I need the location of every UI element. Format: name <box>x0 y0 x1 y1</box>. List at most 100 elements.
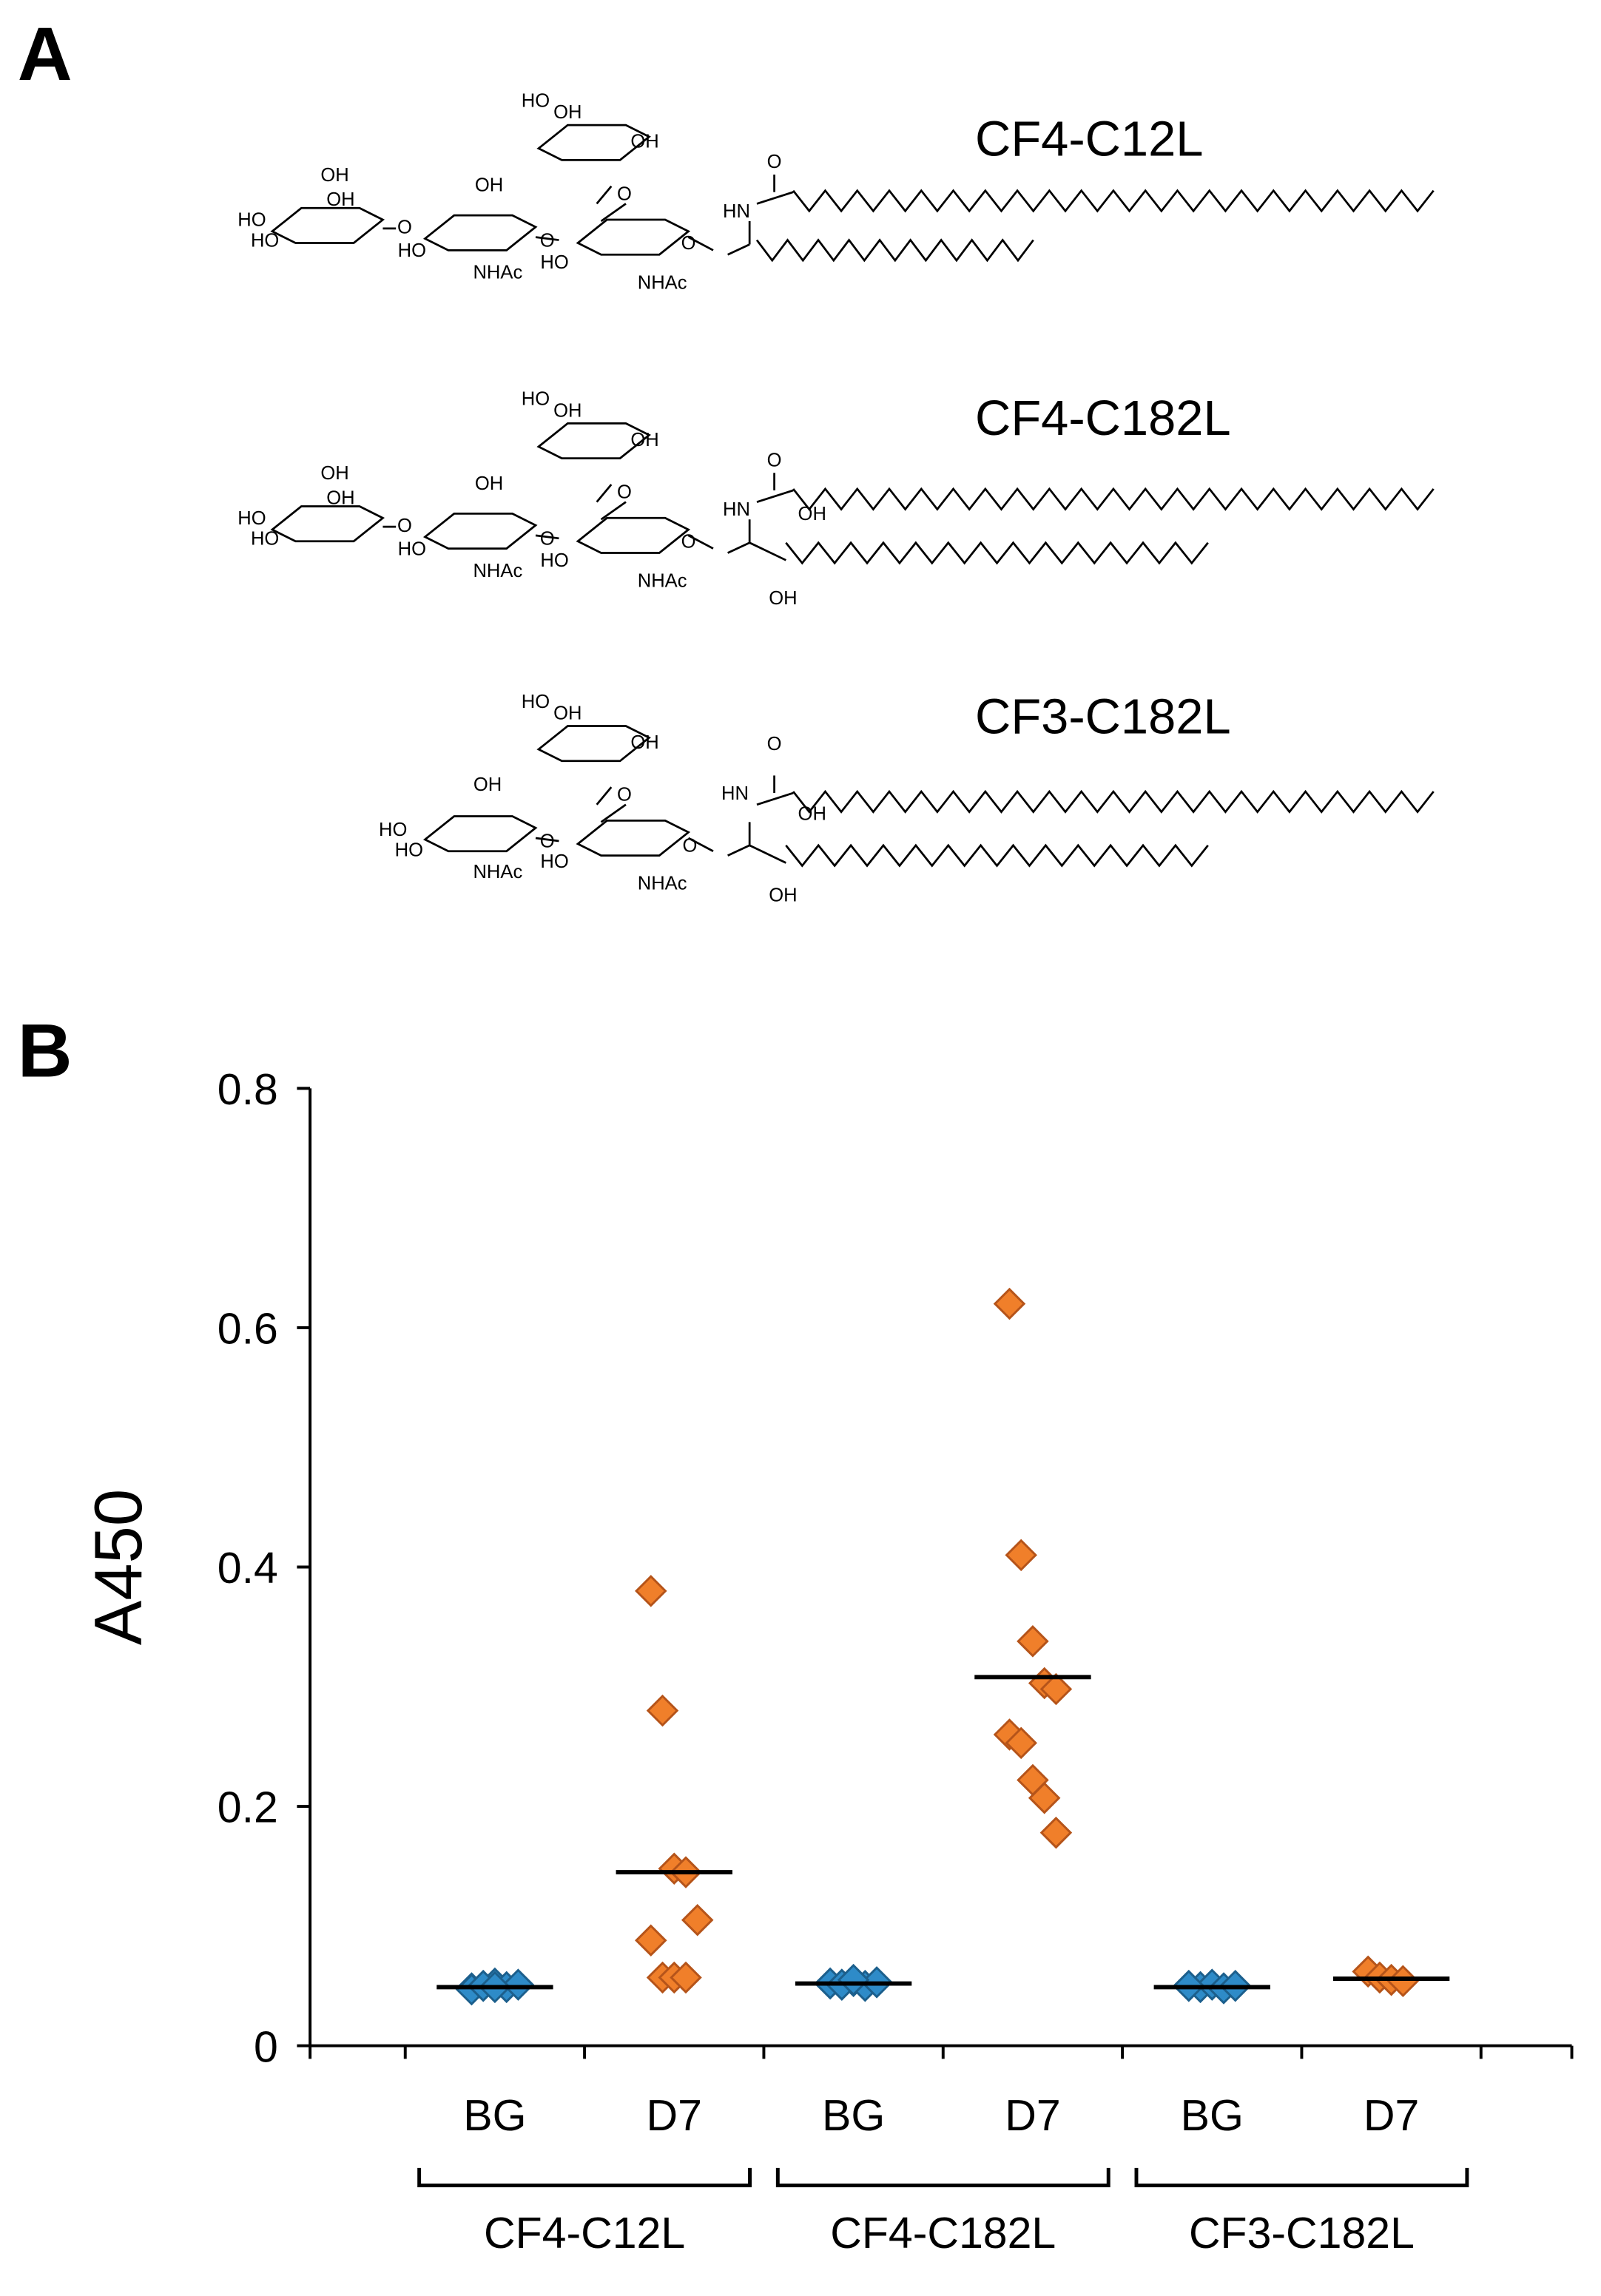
atom-label: HO <box>237 210 266 231</box>
atom-label: NHAc <box>638 272 687 293</box>
atom-label: O <box>767 734 782 754</box>
y-tick-label: 0.6 <box>218 1305 278 1354</box>
atom-label: OH <box>630 132 658 152</box>
atom-label: NHAc <box>473 862 522 882</box>
atom-label: HO <box>398 240 426 261</box>
sugar-ring <box>422 214 538 251</box>
atom-label: O <box>681 531 696 552</box>
alkyl-chain <box>792 487 1435 511</box>
atom-label: OH <box>320 165 348 186</box>
sugar-ring <box>576 820 691 857</box>
data-point <box>1028 1782 1061 1814</box>
atom-label: OH <box>320 463 348 484</box>
y-axis-label: A450 <box>81 1489 156 1645</box>
bond <box>596 484 613 503</box>
atom-label: OH <box>798 803 826 824</box>
sugar-ring <box>536 124 651 161</box>
atom-label: HO <box>522 692 550 712</box>
bond <box>600 203 627 223</box>
sugar-ring <box>270 505 385 543</box>
data-point <box>635 1575 667 1607</box>
atom-label: HO <box>379 820 407 840</box>
atom-label: O <box>767 450 782 470</box>
atom-label: O <box>540 831 555 852</box>
bond <box>687 837 714 852</box>
bond <box>535 837 559 843</box>
atom-label: OH <box>473 774 502 795</box>
panel-label: B <box>18 1008 73 1093</box>
atom-label: OH <box>769 588 797 609</box>
x-tick-label: BG <box>463 2091 526 2140</box>
x-tick-label: D7 <box>1364 2091 1419 2140</box>
sugar-ring <box>536 725 651 763</box>
atom-label: OH <box>475 175 503 196</box>
bond <box>535 236 559 241</box>
atom-label: NHAc <box>638 874 687 894</box>
atom-label: OH <box>553 102 582 123</box>
atom-label: HO <box>540 550 568 571</box>
atom-label: O <box>397 217 412 238</box>
data-point <box>1386 1965 1420 1998</box>
atom-label: HN <box>723 201 750 222</box>
y-tick-label: 0.8 <box>218 1065 278 1114</box>
alkyl-chain <box>785 843 1209 868</box>
bond <box>727 243 750 256</box>
atom-label: NHAc <box>473 263 522 283</box>
atom-label: OH <box>630 430 658 450</box>
structure-name: CF4-C12L <box>975 111 1203 166</box>
data-point <box>1017 1625 1049 1658</box>
structure-name: CF4-C182L <box>975 391 1231 446</box>
alkyl-chain <box>792 789 1435 814</box>
atom-label: OH <box>553 400 582 421</box>
alkyl-chain <box>785 541 1209 565</box>
bond <box>596 185 613 205</box>
bond <box>600 501 627 521</box>
y-tick-label: 0 <box>254 2022 278 2071</box>
data-point <box>1005 1539 1037 1572</box>
atom-label: OH <box>769 885 797 905</box>
atom-label: OH <box>326 189 354 210</box>
data-point <box>646 1694 679 1727</box>
structure-name: CF3-C182L <box>975 689 1231 744</box>
bond <box>727 541 750 554</box>
atom-label: HO <box>395 840 423 860</box>
atom-label: OH <box>475 473 503 494</box>
atom-label: O <box>617 785 632 806</box>
chart: 0 0.2 0.4 0.6 0.8 A450 BG D7 BG D7 BG D7 CF4-C12L CF4… <box>81 1065 1574 2258</box>
sugar-ring <box>536 422 651 459</box>
bond <box>756 791 794 806</box>
x-tick-label: BG <box>1181 2091 1244 2140</box>
data-point <box>837 1963 870 1996</box>
bond <box>687 236 714 251</box>
bond <box>749 844 786 864</box>
sugar-ring <box>422 815 538 853</box>
atom-label: HO <box>540 252 568 273</box>
data-point <box>1039 1816 1073 1849</box>
sugar-ring <box>576 218 691 256</box>
group-label: CF4-C12L <box>484 2209 685 2258</box>
data-point <box>1005 1726 1037 1760</box>
atom-label: O <box>681 233 696 254</box>
panel-label: A <box>18 11 73 96</box>
atom-label: NHAc <box>473 561 522 581</box>
group-bracket <box>775 2167 1110 2187</box>
bond <box>756 489 794 503</box>
atom-label: HN <box>721 783 749 804</box>
atom-label: OH <box>630 732 658 753</box>
group-label: CF3-C182L <box>1189 2209 1415 2258</box>
x-tick-label: BG <box>822 2091 885 2140</box>
atom-label: O <box>617 482 632 503</box>
bond <box>756 191 794 205</box>
bond <box>596 786 613 806</box>
atom-label: HO <box>398 538 426 559</box>
data-point <box>1039 1672 1073 1706</box>
x-tick-label: D7 <box>647 2091 702 2140</box>
atom-label: HO <box>522 389 550 410</box>
sugar-ring <box>576 516 691 554</box>
data-point <box>635 1924 667 1957</box>
atom-label: O <box>397 516 412 536</box>
atom-label: HO <box>251 230 279 251</box>
atom-label: HN <box>723 499 750 520</box>
atom-label: O <box>540 529 555 550</box>
